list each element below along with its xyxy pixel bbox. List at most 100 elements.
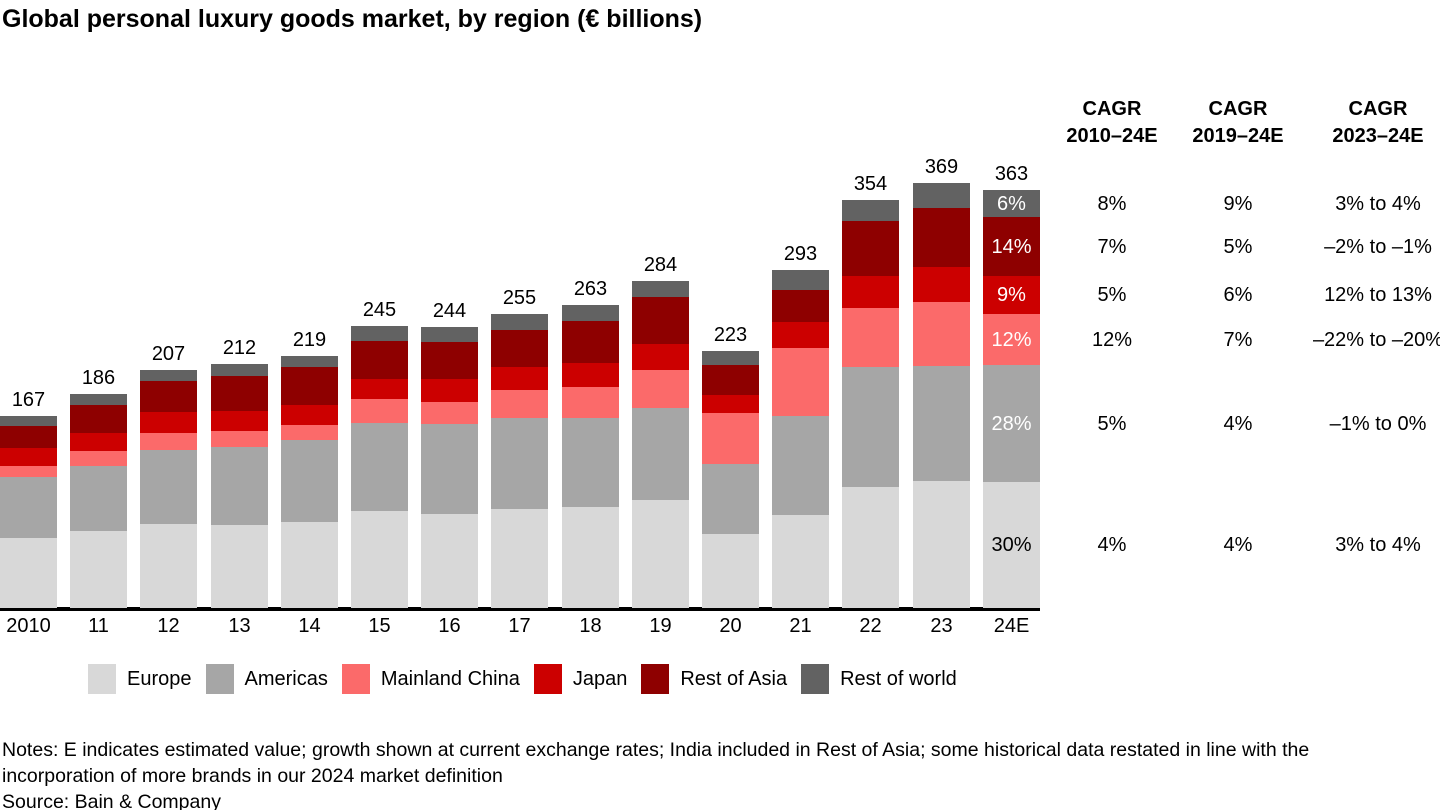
cagr-value-europe-col1: 4% — [1097, 534, 1127, 557]
bar-segment-17-rest-of-world — [491, 314, 548, 331]
bar-segment-22-rest-of-asia — [842, 220, 899, 277]
bar-segment-19-japan — [632, 344, 689, 370]
bar-segment-12-europe — [140, 523, 197, 608]
bar-segment-23-japan — [913, 267, 970, 302]
bar-segment-19-mainland-china — [632, 369, 689, 408]
cagr-header-1: CAGR 2010–24E — [1032, 96, 1192, 150]
bar-segment-2010-americas — [0, 476, 57, 538]
bar-segment-19-rest-of-world — [632, 280, 689, 297]
bar-segment-15-rest-of-world — [351, 325, 408, 341]
percent-label-japan: 9% — [997, 284, 1026, 307]
x-axis-label-22: 22 — [859, 615, 882, 637]
cagr-value-rest-of-world-col1: 8% — [1097, 192, 1127, 215]
bar-segment-17-europe — [491, 508, 548, 608]
bar-segment-18-rest-of-asia — [562, 321, 619, 363]
bar-segment-21-mainland-china — [772, 347, 829, 416]
bar-segment-23-mainland-china — [913, 301, 970, 367]
bar-segment-17-mainland-china — [491, 390, 548, 418]
bar-segment-12-americas — [140, 450, 197, 524]
bar-segment-15-europe — [351, 511, 408, 608]
bar-total-label-15: 245 — [362, 298, 397, 321]
legend-item-europe: Europe — [88, 664, 192, 694]
cagr-value-rest-of-world-col2: 9% — [1223, 192, 1253, 215]
cagr-header-2: CAGR 2019–24E — [1158, 96, 1318, 150]
legend-swatch-japan — [533, 664, 562, 694]
x-axis-label-23: 23 — [930, 615, 953, 637]
bar-segment-23-rest-of-world — [913, 182, 970, 209]
legend-swatch-americas — [205, 664, 234, 694]
bar-segment-24e-japan — [983, 276, 1040, 315]
cagr-header-line2: 2019–24E — [1192, 125, 1284, 147]
bar-total-label-17: 255 — [502, 287, 537, 310]
cagr-value-rest-of-asia-col3: –2% to –1% — [1324, 235, 1432, 258]
x-axis-label-2010: 2010 — [6, 615, 51, 637]
x-axis-label-16: 16 — [438, 615, 461, 637]
bar-segment-17-rest-of-asia — [491, 330, 548, 368]
bar-segment-16-japan — [421, 378, 478, 402]
bar-segment-22-rest-of-world — [842, 200, 899, 221]
x-axis-label-13: 13 — [228, 615, 251, 637]
bar-segment-24e-europe — [983, 482, 1040, 608]
cagr-value-europe-col3: 3% to 4% — [1335, 534, 1421, 557]
cagr-value-americas-col2: 4% — [1223, 412, 1253, 435]
bar-segment-14-rest-of-world — [281, 355, 338, 368]
percent-label-rest-of-world: 6% — [997, 192, 1026, 215]
bar-segment-11-mainland-china — [70, 451, 127, 467]
notes-line-2: incorporation of more brands in our 2024… — [2, 765, 503, 787]
legend-item-rest-of-world: Rest of world — [801, 664, 957, 694]
bar-segment-23-americas — [913, 366, 970, 482]
bar-segment-14-mainland-china — [281, 424, 338, 440]
cagr-value-rest-of-asia-col1: 7% — [1097, 235, 1127, 258]
notes-line-1: Notes: E indicates estimated value; grow… — [2, 739, 1310, 761]
bar-segment-20-japan — [702, 394, 759, 414]
bar-segment-15-americas — [351, 422, 408, 512]
legend-item-mainland-china: Mainland China — [341, 664, 520, 694]
bar-segment-23-europe — [913, 481, 970, 608]
bar-segment-22-japan — [842, 276, 899, 309]
bar-total-label-22: 354 — [853, 173, 888, 196]
bar-segment-14-rest-of-asia — [281, 367, 338, 406]
bar-segment-20-americas — [702, 464, 759, 535]
bar-segment-11-rest-of-asia — [70, 405, 127, 433]
bar-total-label-12: 207 — [151, 342, 186, 365]
bar-segment-14-americas — [281, 439, 338, 522]
bar-segment-15-japan — [351, 378, 408, 400]
bar-segment-16-europe — [421, 513, 478, 608]
bar-segment-20-europe — [702, 534, 759, 608]
bar-segment-24e-rest-of-world — [983, 189, 1040, 218]
bar-total-label-21: 293 — [783, 243, 818, 266]
legend-label-europe: Europe — [127, 667, 192, 690]
bar-total-label-18: 263 — [573, 278, 608, 301]
bar-segment-18-japan — [562, 362, 619, 387]
cagr-value-rest-of-asia-col2: 5% — [1223, 235, 1253, 258]
bar-segment-18-mainland-china — [562, 386, 619, 418]
bar-total-label-19: 284 — [643, 253, 678, 276]
bar-total-label-13: 212 — [222, 336, 257, 359]
bar-total-label-11: 186 — [81, 366, 116, 389]
bar-segment-19-europe — [632, 499, 689, 608]
legend-item-rest-of-asia: Rest of Asia — [641, 664, 787, 694]
cagr-value-mainland-china-col2: 7% — [1223, 328, 1253, 351]
percent-label-europe: 30% — [991, 534, 1032, 557]
legend-swatch-rest-of-asia — [641, 664, 670, 694]
bar-segment-13-europe — [211, 525, 268, 608]
cagr-value-japan-col1: 5% — [1097, 284, 1127, 307]
cagr-header-line2: 2010–24E — [1066, 125, 1158, 147]
bar-segment-21-rest-of-asia — [772, 290, 829, 323]
bar-segment-2010-rest-of-world — [0, 415, 57, 426]
legend-item-americas: Americas — [205, 664, 328, 694]
bar-total-label-16: 244 — [432, 299, 467, 322]
bar-segment-20-mainland-china — [702, 413, 759, 464]
bar-segment-14-europe — [281, 521, 338, 608]
legend-swatch-rest-of-world — [801, 664, 830, 694]
legend-label-mainland-china: Mainland China — [380, 667, 520, 690]
cagr-header-line1: CAGR — [1082, 98, 1142, 120]
bar-segment-14-japan — [281, 405, 338, 425]
bar-segment-13-mainland-china — [211, 430, 268, 447]
chart-title: Global personal luxury goods market, by … — [2, 5, 703, 33]
bar-segment-13-rest-of-world — [211, 363, 268, 377]
bar-segment-2010-rest-of-asia — [0, 425, 57, 448]
legend-label-rest-of-world: Rest of world — [840, 667, 957, 690]
bar-segment-13-rest-of-asia — [211, 376, 268, 411]
cagr-value-americas-col1: 5% — [1097, 412, 1127, 435]
